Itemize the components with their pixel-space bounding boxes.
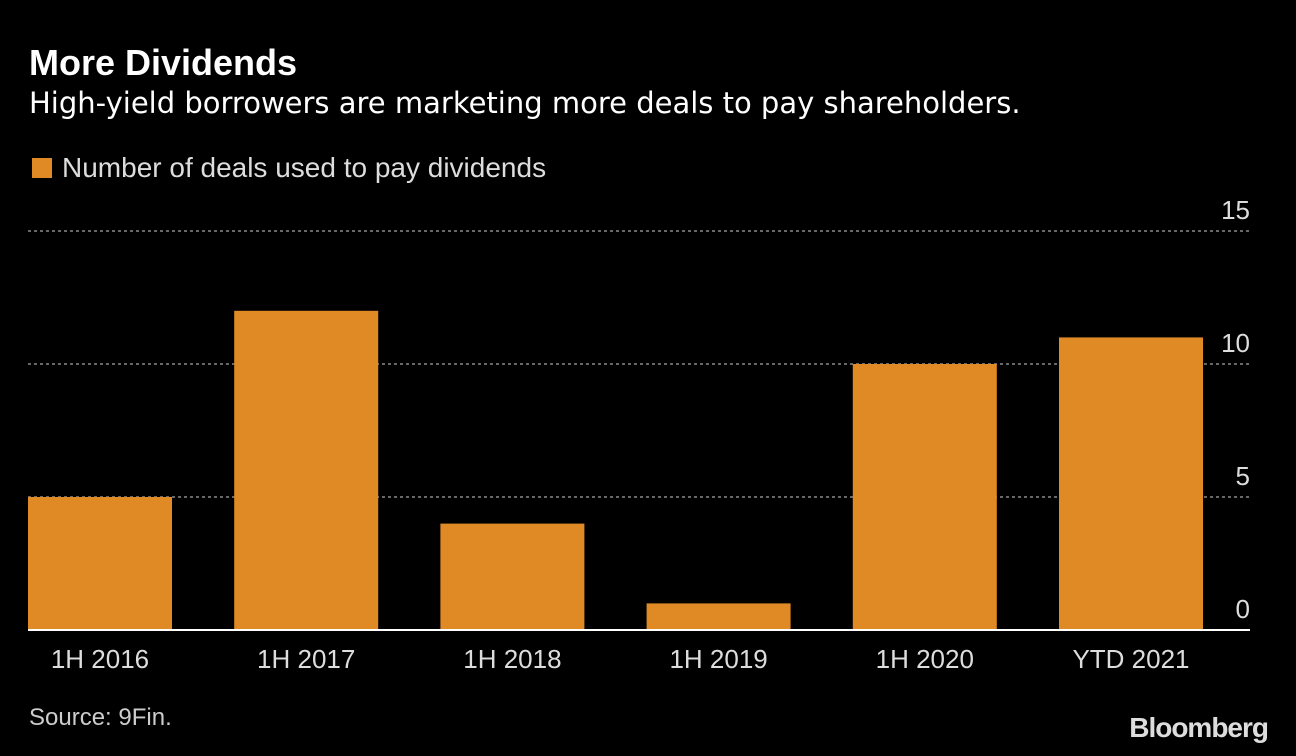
chart-subtitle: High-yield borrowers are marketing more … — [29, 86, 1021, 120]
bloomberg-logo: Bloomberg — [1129, 712, 1269, 743]
chart-title: More Dividends — [29, 42, 298, 83]
x-tick-label: 1H 2016 — [51, 644, 149, 674]
x-tick-label: YTD 2021 — [1072, 644, 1189, 674]
bar — [852, 364, 997, 630]
bar — [440, 523, 585, 630]
x-tick-label: 1H 2020 — [876, 644, 974, 674]
bar — [646, 603, 791, 630]
x-tick-label: 1H 2017 — [257, 644, 355, 674]
x-tick-label: 1H 2018 — [463, 644, 561, 674]
bar — [234, 310, 379, 630]
y-tick-label: 15 — [1221, 195, 1250, 225]
x-tick-label: 1H 2019 — [669, 644, 767, 674]
y-tick-label: 0 — [1236, 594, 1250, 624]
legend-label: Number of deals used to pay dividends — [62, 152, 547, 183]
bar — [28, 497, 172, 630]
y-tick-label: 10 — [1221, 328, 1250, 358]
bar — [1059, 337, 1203, 630]
source-note: Source: 9Fin. — [29, 704, 172, 731]
legend-swatch — [32, 158, 52, 178]
y-tick-label: 5 — [1236, 461, 1250, 491]
legend: Number of deals used to pay dividends — [32, 152, 546, 184]
